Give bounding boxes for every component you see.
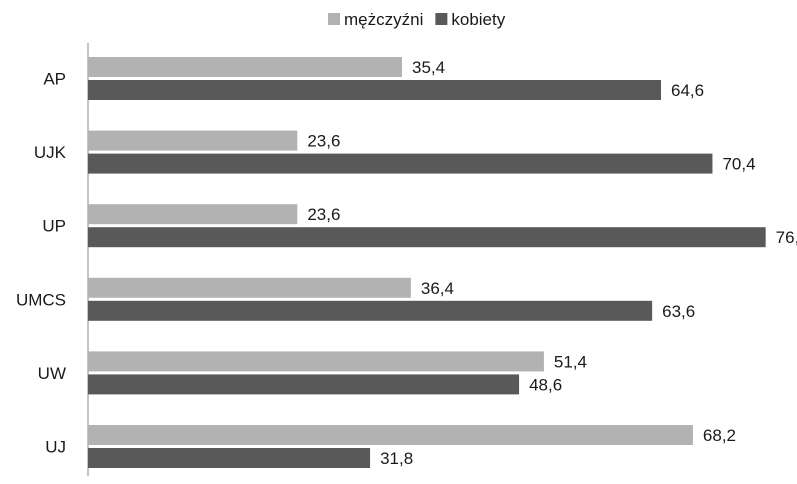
value-label-uj-kobiety: 31,8	[380, 449, 413, 468]
category-label-uw: UW	[38, 364, 66, 383]
value-labels: 35,4 64,6 23,6 70,4 23,6 76,4 36,4 63,6 51,4 48,6…	[307, 58, 797, 468]
category-labels: AP UJK UP UMCS UW UJ	[16, 70, 67, 457]
bar-ap-kobiety	[88, 80, 662, 100]
bar-uw-mezczyzni	[88, 351, 544, 372]
legend-swatch-mezczyzni	[328, 13, 340, 25]
bar-uj-kobiety	[88, 448, 371, 468]
value-label-uj-mezczyzni: 68,2	[703, 426, 736, 445]
value-label-ap-kobiety: 64,6	[671, 81, 704, 100]
category-label-up: UP	[42, 217, 66, 236]
value-label-umcs-mezczyzni: 36,4	[421, 279, 454, 298]
category-label-umcs: UMCS	[16, 290, 66, 309]
legend: mężczyźni kobiety	[328, 10, 506, 29]
legend-label-mezczyzni: mężczyźni	[344, 10, 423, 29]
bar-umcs-mezczyzni	[88, 277, 411, 298]
category-label-uj: UJ	[45, 438, 66, 457]
bars	[88, 57, 766, 468]
bar-ujk-kobiety	[88, 153, 713, 174]
bar-ap-mezczyzni	[88, 57, 402, 77]
value-label-ap-mezczyzni: 35,4	[412, 58, 445, 77]
value-label-ujk-mezczyzni: 23,6	[307, 132, 340, 151]
value-label-up-mezczyzni: 23,6	[307, 205, 340, 224]
value-label-umcs-kobiety: 63,6	[662, 302, 695, 321]
category-label-ap: AP	[43, 70, 66, 89]
legend-swatch-kobiety	[435, 13, 448, 25]
bar-uw-kobiety	[88, 374, 520, 395]
bar-ujk-mezczyzni	[88, 130, 298, 151]
value-label-up-kobiety: 76,4	[776, 228, 797, 247]
bar-up-kobiety	[88, 227, 766, 248]
bar-umcs-kobiety	[88, 300, 653, 321]
value-label-uw-mezczyzni: 51,4	[554, 352, 587, 371]
value-label-uw-kobiety: 48,6	[529, 375, 562, 394]
legend-label-kobiety: kobiety	[451, 10, 505, 29]
bar-up-mezczyzni	[88, 204, 298, 225]
value-label-ujk-kobiety: 70,4	[722, 155, 755, 174]
bar-uj-mezczyzni	[88, 425, 693, 445]
category-label-ujk: UJK	[34, 143, 67, 162]
